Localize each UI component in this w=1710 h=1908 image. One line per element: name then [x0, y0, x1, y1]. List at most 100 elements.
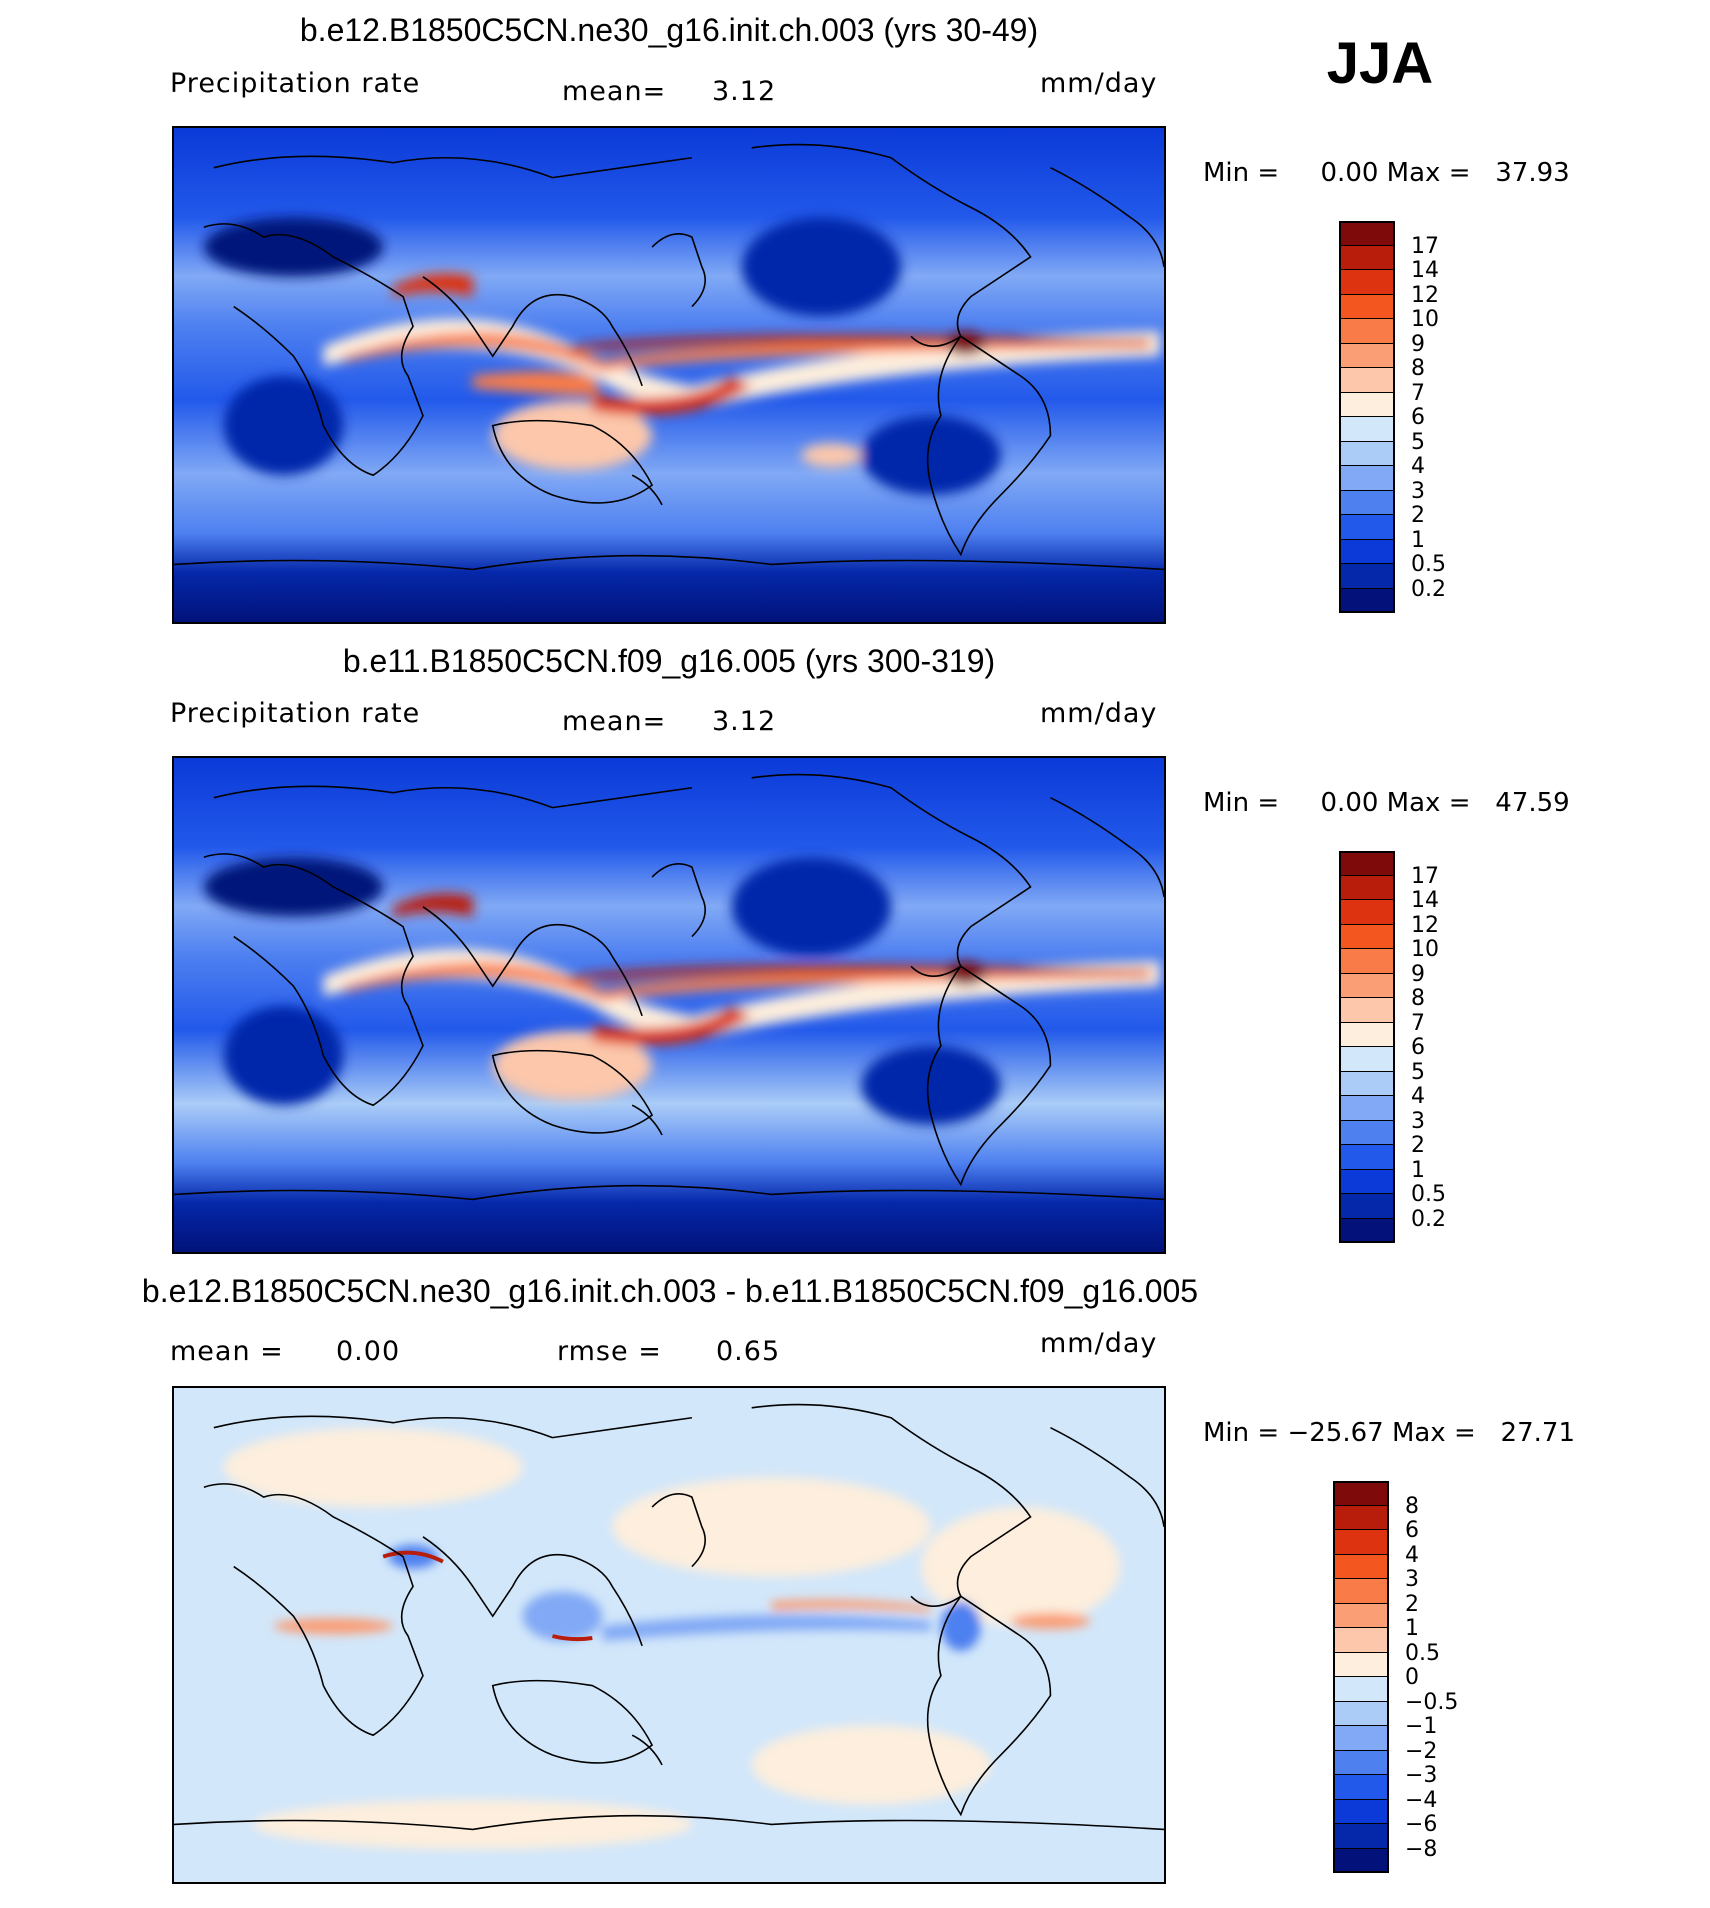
panel-3-mean-label: mean = — [170, 1336, 284, 1367]
panel-2-mean-value: 3.12 — [712, 706, 777, 737]
panel-1-max-label: Max = — [1386, 158, 1471, 188]
season-label: JJA — [1326, 31, 1434, 96]
panel-3-min-value: −25.67 — [1287, 1418, 1384, 1448]
panel-1-units: mm/day — [1040, 68, 1158, 99]
colorbar-label: −4 — [1405, 1787, 1438, 1813]
panel-2-variable: Precipitation rate — [170, 698, 421, 729]
colorbar-label: 4 — [1405, 1542, 1419, 1568]
panel-3-max-label: Max = — [1391, 1418, 1476, 1448]
colorbar-swatch — [1333, 1554, 1389, 1579]
colorbar-swatch — [1333, 1750, 1389, 1775]
colorbar-swatch — [1339, 539, 1395, 564]
panel-3-max-value: 27.71 — [1500, 1418, 1575, 1448]
colorbar-label: 4 — [1411, 454, 1425, 479]
panel-3-title: b.e12.B1850C5CN.ne30_g16.init.ch.003 - b… — [141, 1273, 1199, 1309]
colorbar-swatch — [1339, 900, 1395, 925]
panel-1-mean-value: 3.12 — [712, 76, 777, 107]
colorbar-label: 5 — [1411, 1059, 1425, 1085]
panel-2-mean-label: mean= — [562, 706, 667, 737]
colorbar-label: 12 — [1411, 282, 1439, 308]
colorbar-label: 1 — [1411, 527, 1425, 553]
colorbar-swatch — [1333, 1701, 1389, 1726]
panel-3-coastlines — [174, 1403, 1164, 1831]
colorbar-swatch — [1339, 924, 1395, 949]
panel-2-coastlines — [174, 773, 1164, 1201]
colorbar-swatch — [1339, 1047, 1395, 1072]
colorbar-label: 6 — [1405, 1518, 1419, 1543]
colorbar-swatch — [1333, 1775, 1389, 1800]
colorbar-swatch — [1339, 245, 1395, 270]
colorbar-swatch — [1333, 1628, 1389, 1653]
colorbar-label: 0.5 — [1405, 1640, 1440, 1666]
panel-3-units: mm/day — [1040, 1328, 1158, 1359]
colorbar-swatch — [1339, 515, 1395, 540]
panel-1-min-label: Min = — [1203, 158, 1280, 188]
colorbar-swatch — [1339, 294, 1395, 319]
colorbar-swatch — [1339, 319, 1395, 344]
colorbar-swatch — [1339, 851, 1395, 876]
panel-1-variable: Precipitation rate — [170, 68, 421, 99]
colorbar-swatch — [1333, 1530, 1389, 1555]
colorbar-swatch — [1339, 343, 1395, 368]
colorbar-label: 0.5 — [1411, 552, 1446, 577]
colorbar-label: 17 — [1411, 233, 1439, 259]
colorbar-label: −1 — [1405, 1714, 1438, 1739]
panel-3-min-label: Min = — [1203, 1418, 1280, 1448]
colorbar-swatch — [1339, 1120, 1395, 1145]
colorbar-label: 10 — [1411, 937, 1439, 962]
colorbar-label: 10 — [1411, 307, 1439, 332]
colorbar-label: 0.2 — [1411, 1206, 1446, 1232]
colorbar-swatch — [1339, 270, 1395, 295]
colorbar-swatch — [1339, 221, 1395, 246]
colorbar-swatch — [1333, 1824, 1389, 1849]
colorbar-label: 4 — [1411, 1084, 1425, 1109]
panel-3-map — [172, 1386, 1166, 1884]
colorbar-swatch — [1333, 1652, 1389, 1677]
panel-2-min-label: Min = — [1203, 788, 1280, 818]
colorbar-swatch — [1339, 1169, 1395, 1194]
colorbar-swatch — [1333, 1677, 1389, 1702]
panel-1-mean-label: mean= — [562, 76, 667, 107]
colorbar-swatch — [1333, 1726, 1389, 1751]
colorbar-label: 3 — [1411, 478, 1425, 504]
colorbar-swatch — [1339, 1022, 1395, 1047]
colorbar-label: 2 — [1405, 1591, 1419, 1617]
panel-2-min-value: 0.00 — [1320, 788, 1379, 818]
panel-1-title: b.e12.B1850C5CN.ne30_g16.init.ch.003 (yr… — [299, 12, 1039, 48]
colorbar-label: 3 — [1405, 1567, 1419, 1592]
colorbar-swatch — [1339, 417, 1395, 442]
colorbar-swatch — [1333, 1603, 1389, 1628]
colorbar-swatch — [1333, 1799, 1389, 1824]
colorbar-label: −6 — [1405, 1812, 1438, 1837]
colorbar-swatch — [1339, 1145, 1395, 1170]
panel-1-min-value: 0.00 — [1320, 158, 1379, 188]
panel-2-map — [172, 756, 1166, 1254]
colorbar-swatch — [1333, 1579, 1389, 1604]
colorbar-swatch — [1339, 392, 1395, 417]
colorbar-label: 8 — [1405, 1493, 1419, 1519]
colorbar-swatch — [1339, 1071, 1395, 1096]
panel-3-difference-field — [174, 1388, 1164, 1882]
panel-1-max-value: 37.93 — [1495, 158, 1570, 188]
colorbar-label: 14 — [1411, 258, 1439, 283]
panel-2-max-value: 47.59 — [1495, 788, 1570, 818]
panel-3-rmse-label: rmse = — [557, 1336, 662, 1367]
colorbar-swatch — [1339, 1218, 1395, 1243]
colorbar-label: 9 — [1411, 331, 1425, 357]
colorbar-label: 8 — [1411, 356, 1425, 381]
colorbar-swatch — [1339, 368, 1395, 393]
colorbar-label: 7 — [1411, 380, 1425, 406]
colorbar-label: −3 — [1405, 1763, 1438, 1788]
colorbar-label: 6 — [1411, 1035, 1425, 1060]
panel-2-precip-field — [174, 758, 1164, 1252]
colorbar-swatch — [1339, 875, 1395, 900]
colorbar-swatch — [1339, 998, 1395, 1023]
panel-3-minmax: Min = −25.67 Max = 27.71 — [1203, 1418, 1575, 1448]
colorbar-swatch — [1339, 1096, 1395, 1121]
colorbar-swatch — [1339, 973, 1395, 998]
colorbar-label: 1 — [1411, 1157, 1425, 1183]
colorbar-swatch — [1339, 588, 1395, 613]
colorbar-swatch — [1339, 490, 1395, 515]
panel-2-minmax: Min = 0.00 Max = 47.59 — [1203, 788, 1570, 818]
colorbar-label: 12 — [1411, 912, 1439, 938]
